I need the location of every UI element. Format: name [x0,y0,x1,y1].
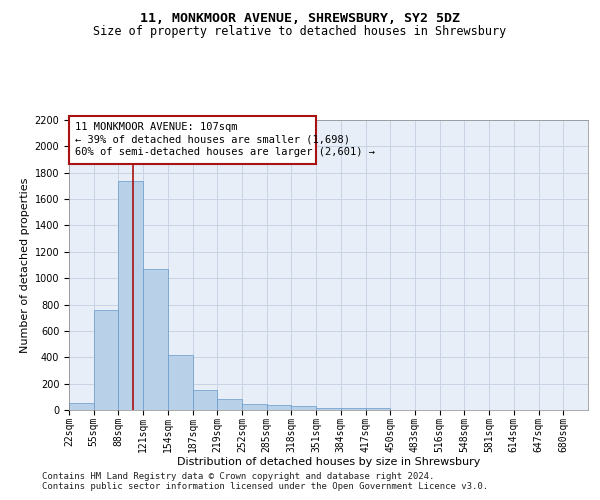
FancyBboxPatch shape [69,116,316,164]
Bar [365,408,390,410]
Text: 11 MONKMOOR AVENUE: 107sqm: 11 MONKMOOR AVENUE: 107sqm [75,122,238,132]
Y-axis label: Number of detached properties: Number of detached properties [20,178,31,352]
Bar [193,390,217,410]
Text: Contains HM Land Registry data © Crown copyright and database right 2024.: Contains HM Land Registry data © Crown c… [42,472,434,481]
Text: ← 39% of detached houses are smaller (1,698): ← 39% of detached houses are smaller (1,… [75,135,350,145]
Bar [143,269,168,410]
Bar [341,408,365,410]
Bar [292,406,316,410]
Bar [242,404,267,410]
Text: Contains public sector information licensed under the Open Government Licence v3: Contains public sector information licen… [42,482,488,491]
Text: 60% of semi-detached houses are larger (2,601) →: 60% of semi-detached houses are larger (… [75,147,375,157]
Bar [168,354,193,410]
Bar [69,403,94,410]
Bar [316,408,341,410]
Bar [118,180,143,410]
Text: 11, MONKMOOR AVENUE, SHREWSBURY, SY2 5DZ: 11, MONKMOOR AVENUE, SHREWSBURY, SY2 5DZ [140,12,460,26]
Bar [217,400,242,410]
Bar [267,405,292,410]
Text: Size of property relative to detached houses in Shrewsbury: Size of property relative to detached ho… [94,25,506,38]
X-axis label: Distribution of detached houses by size in Shrewsbury: Distribution of detached houses by size … [177,457,480,467]
Bar [94,310,118,410]
